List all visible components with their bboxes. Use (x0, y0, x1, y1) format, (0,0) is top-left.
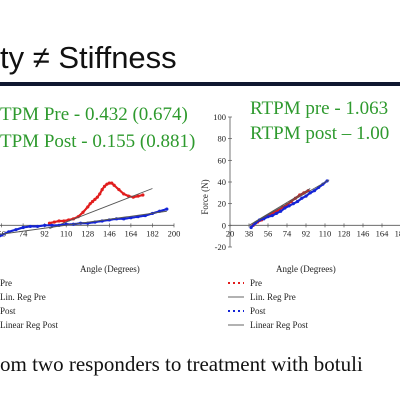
right-point-post (287, 204, 291, 208)
right-x-axis-label: Angle (Degrees) (276, 264, 336, 274)
left-x-axis-label: Angle (Degrees) (80, 264, 140, 274)
left-point-pre (81, 210, 85, 214)
left-stat-pre: TPM Pre - 0.432 (0.674) (0, 104, 188, 125)
left-chart: 567492110128146164182200PreLin. Reg PreP… (0, 181, 180, 330)
left-x-tick-label: 200 (168, 228, 181, 238)
left-point-post (122, 217, 126, 221)
left-point-post (14, 228, 18, 232)
right-chart: 2038567492110128146164182200-20020406080… (213, 112, 400, 330)
right-x-tick-label: 128 (338, 228, 351, 238)
left-point-pre (117, 187, 121, 192)
right-y-axis-label: Force (N) (200, 179, 210, 214)
left-point-post (28, 224, 32, 229)
right-point-post (270, 213, 274, 218)
left-point-post (50, 223, 54, 227)
left-point-post (21, 225, 25, 230)
right-point-post (300, 196, 304, 200)
left-x-tick-label: 74 (19, 228, 28, 238)
right-point-post (274, 211, 279, 216)
right-x-tick-label: 38 (245, 228, 254, 238)
right-y-tick-label: 100 (213, 112, 226, 122)
right-y-tick-label: 20 (218, 199, 227, 209)
right-stat-post: RTPM post – 1.00 (250, 123, 390, 144)
slide-caption: om two responders to treatment with botu… (0, 352, 363, 376)
left-point-pre (52, 220, 56, 224)
right-point-post (312, 189, 317, 193)
left-point-pre (57, 219, 61, 223)
right-point-post (308, 191, 312, 195)
right-y-tick-label: 80 (218, 134, 227, 144)
right-point-post (283, 206, 287, 210)
left-point-pre (112, 183, 116, 187)
right-point-post (291, 202, 295, 206)
left-series-linear-reg-post (0, 210, 167, 235)
right-x-tick-label: 146 (357, 228, 370, 238)
left-legend-label: Lin. Reg Pre (0, 292, 46, 302)
right-x-tick-label: 92 (302, 228, 311, 238)
left-x-tick-label: 146 (103, 228, 116, 238)
right-point-post (279, 209, 283, 213)
right-stat-pre: RTPM pre - 1.063 (250, 98, 389, 119)
left-series-lin-reg-pre (49, 188, 153, 230)
left-point-post (136, 215, 140, 219)
right-x-tick-label: 110 (319, 228, 331, 238)
left-point-pre (100, 187, 104, 192)
right-x-tick-label: 74 (283, 228, 292, 238)
left-point-post (35, 224, 40, 229)
left-point-pre (107, 181, 111, 185)
right-legend-label: Pre (250, 278, 262, 288)
left-stat-post: TPM Post - 0.155 (0.881) (0, 131, 196, 152)
right-legend-label: Lin. Reg Pre (250, 292, 296, 302)
right-x-tick-label: 182 (395, 228, 400, 238)
right-point-post (262, 217, 266, 221)
right-point-post (304, 194, 308, 198)
left-x-tick-label: 128 (81, 228, 94, 238)
left-x-tick-label: 110 (60, 228, 72, 238)
right-x-tick-label: 20 (226, 228, 235, 238)
left-point-pre (90, 199, 95, 204)
left-point-pre (93, 197, 97, 201)
left-point-pre (105, 182, 109, 186)
right-y-tick-label: 0 (222, 220, 226, 230)
left-point-pre (86, 205, 90, 209)
left-point-pre (62, 219, 66, 223)
left-legend-label: Post (0, 306, 16, 316)
right-y-tick-label: -20 (215, 242, 226, 252)
left-point-pre (122, 192, 126, 196)
left-point-pre (110, 181, 114, 185)
left-x-tick-label: 164 (125, 228, 139, 238)
left-point-pre (95, 195, 99, 199)
left-point-pre (141, 193, 145, 197)
slide-title: ty ≠ Stiffness (0, 40, 177, 75)
right-y-tick-label: 60 (218, 155, 227, 165)
left-legend-label: Linear Reg Post (0, 320, 58, 330)
right-x-tick-label: 56 (264, 228, 273, 238)
right-point-post (266, 215, 270, 219)
left-x-tick-label: 92 (40, 228, 49, 238)
left-point-pre (47, 221, 52, 225)
right-x-tick-label: 164 (376, 228, 390, 238)
right-legend-label: Post (250, 306, 266, 316)
left-point-post (43, 223, 47, 227)
left-point-post (129, 216, 133, 220)
left-legend-label: Pre (0, 278, 12, 288)
right-y-tick-label: 40 (218, 177, 227, 187)
left-x-tick-label: 182 (146, 228, 159, 238)
left-point-pre (88, 202, 92, 206)
left-point-pre (98, 192, 102, 196)
left-point-post (165, 207, 169, 211)
left-point-pre (102, 184, 107, 188)
right-point-post (249, 225, 253, 230)
right-legend-label: Linear Reg Post (250, 320, 308, 330)
title-divider (0, 82, 400, 86)
right-series-linear-reg-post (250, 179, 330, 225)
left-point-pre (136, 194, 140, 198)
left-point-pre (126, 194, 131, 198)
right-point-post (295, 199, 300, 204)
